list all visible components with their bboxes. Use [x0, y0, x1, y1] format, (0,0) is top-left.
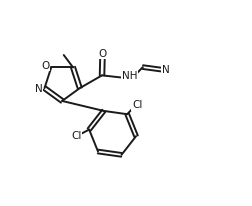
Text: Cl: Cl	[71, 131, 82, 141]
Text: N: N	[162, 65, 169, 75]
Text: O: O	[41, 61, 50, 71]
Text: O: O	[98, 49, 107, 59]
Text: NH: NH	[122, 71, 137, 81]
Text: N: N	[35, 84, 43, 94]
Text: Cl: Cl	[132, 100, 142, 110]
